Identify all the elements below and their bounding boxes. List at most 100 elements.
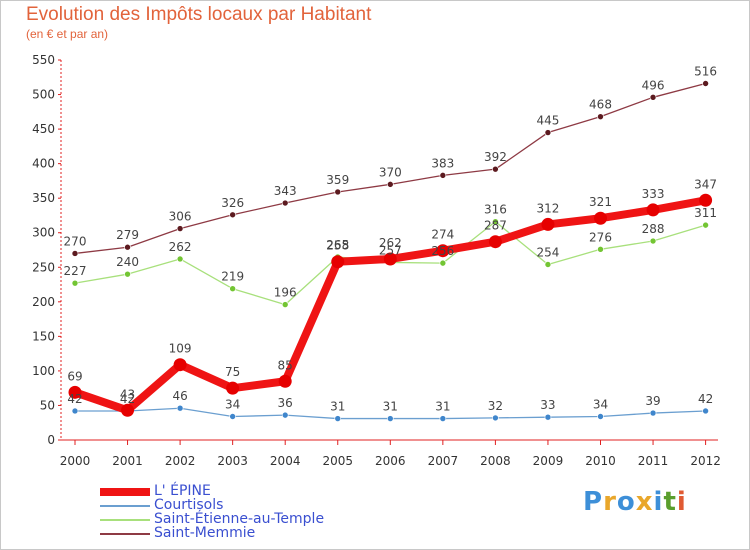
data-label: 343 xyxy=(274,184,297,198)
chart-title: Evolution des Impôts locaux par Habitant xyxy=(26,4,372,25)
logo-letter: i xyxy=(653,487,664,517)
data-point xyxy=(597,413,604,420)
data-label: 326 xyxy=(221,196,244,210)
data-label: 274 xyxy=(431,228,454,242)
y-tick-label: 450 xyxy=(32,122,55,136)
data-point xyxy=(71,250,79,257)
data-label: 312 xyxy=(536,201,559,215)
data-label: 262 xyxy=(169,240,192,254)
y-tick-label: 150 xyxy=(32,329,55,343)
y-tick-label: 350 xyxy=(32,191,55,205)
logo-letter: t xyxy=(663,487,677,517)
data-label: 227 xyxy=(64,264,87,278)
data-point xyxy=(492,414,499,422)
proxiti-logo: Proxiti xyxy=(583,487,687,517)
data-point xyxy=(229,285,236,292)
data-label: 69 xyxy=(67,369,82,383)
x-tick-label: 2003 xyxy=(217,454,248,468)
data-point xyxy=(439,259,447,267)
data-label: 46 xyxy=(172,389,187,403)
data-label: 39 xyxy=(645,394,660,408)
data-point xyxy=(702,80,709,87)
data-label: 36 xyxy=(278,396,293,410)
data-point xyxy=(173,358,187,372)
data-point xyxy=(699,193,713,207)
x-tick-label: 2005 xyxy=(322,454,353,468)
data-point xyxy=(278,374,292,388)
data-point xyxy=(229,413,236,420)
data-label: 392 xyxy=(484,150,507,164)
legend-swatch xyxy=(100,533,150,535)
y-tick-label: 50 xyxy=(40,398,55,412)
logo-letter: x xyxy=(635,487,654,517)
y-tick-label: 250 xyxy=(32,260,55,274)
data-point xyxy=(439,415,447,422)
data-point xyxy=(124,270,131,278)
data-label: 445 xyxy=(536,114,559,128)
data-point xyxy=(331,255,345,269)
data-label: 31 xyxy=(383,400,398,414)
y-tick-label: 400 xyxy=(32,157,55,171)
data-point xyxy=(492,218,499,225)
x-tick-label: 2012 xyxy=(690,454,721,468)
data-label: 219 xyxy=(221,270,244,284)
data-label: 109 xyxy=(169,342,192,356)
x-tick-label: 2006 xyxy=(375,454,406,468)
data-label: 31 xyxy=(435,400,450,414)
data-point xyxy=(544,261,552,268)
legend-label: L' ÉPINE xyxy=(154,483,211,499)
data-point xyxy=(281,411,289,419)
data-point xyxy=(492,165,499,173)
data-label: 316 xyxy=(484,203,507,217)
data-label: 370 xyxy=(379,165,402,179)
y-tick-label: 550 xyxy=(32,53,55,67)
data-label: 383 xyxy=(431,156,454,170)
logo-letter: r xyxy=(603,487,617,517)
data-label: 254 xyxy=(536,246,559,260)
data-label: 42 xyxy=(698,392,713,406)
data-label: 276 xyxy=(589,230,612,244)
data-point xyxy=(488,235,502,249)
data-label: 34 xyxy=(225,398,240,412)
data-point xyxy=(541,217,555,231)
x-tick-label: 2002 xyxy=(165,454,196,468)
data-label: 347 xyxy=(694,177,717,191)
y-tick-label: 300 xyxy=(32,226,55,240)
data-label: 43 xyxy=(120,387,135,401)
data-label: 359 xyxy=(326,173,349,187)
data-label: 257 xyxy=(379,243,402,257)
data-label: 496 xyxy=(642,78,665,92)
data-label: 42 xyxy=(120,392,135,406)
data-label: 288 xyxy=(642,222,665,236)
data-label: 34 xyxy=(593,398,608,412)
x-tick-label: 2000 xyxy=(60,454,91,468)
data-point xyxy=(436,244,450,258)
data-point xyxy=(176,404,184,412)
data-point xyxy=(439,172,447,179)
legend-swatch xyxy=(100,519,150,521)
data-label: 256 xyxy=(431,244,454,258)
y-tick-label: 0 xyxy=(47,433,55,447)
data-label: 258 xyxy=(326,239,349,253)
data-label: 31 xyxy=(330,400,345,414)
logo-letter: i xyxy=(676,487,687,517)
data-point xyxy=(71,407,79,415)
y-tick-label: 500 xyxy=(32,88,55,102)
data-label: 270 xyxy=(64,234,87,248)
y-tick-label: 200 xyxy=(32,295,55,309)
data-point xyxy=(334,415,342,422)
data-label: 33 xyxy=(540,398,555,412)
data-point xyxy=(226,381,240,395)
data-point xyxy=(386,415,394,422)
data-point xyxy=(176,255,184,263)
data-label: 262 xyxy=(379,236,402,250)
data-label: 265 xyxy=(326,238,349,252)
data-label: 279 xyxy=(116,228,139,242)
data-point xyxy=(544,413,552,421)
data-label: 240 xyxy=(116,255,139,269)
x-tick-label: 2001 xyxy=(112,454,143,468)
data-point xyxy=(121,403,135,417)
logo-letter: o xyxy=(616,487,636,517)
x-tick-label: 2010 xyxy=(585,454,616,468)
